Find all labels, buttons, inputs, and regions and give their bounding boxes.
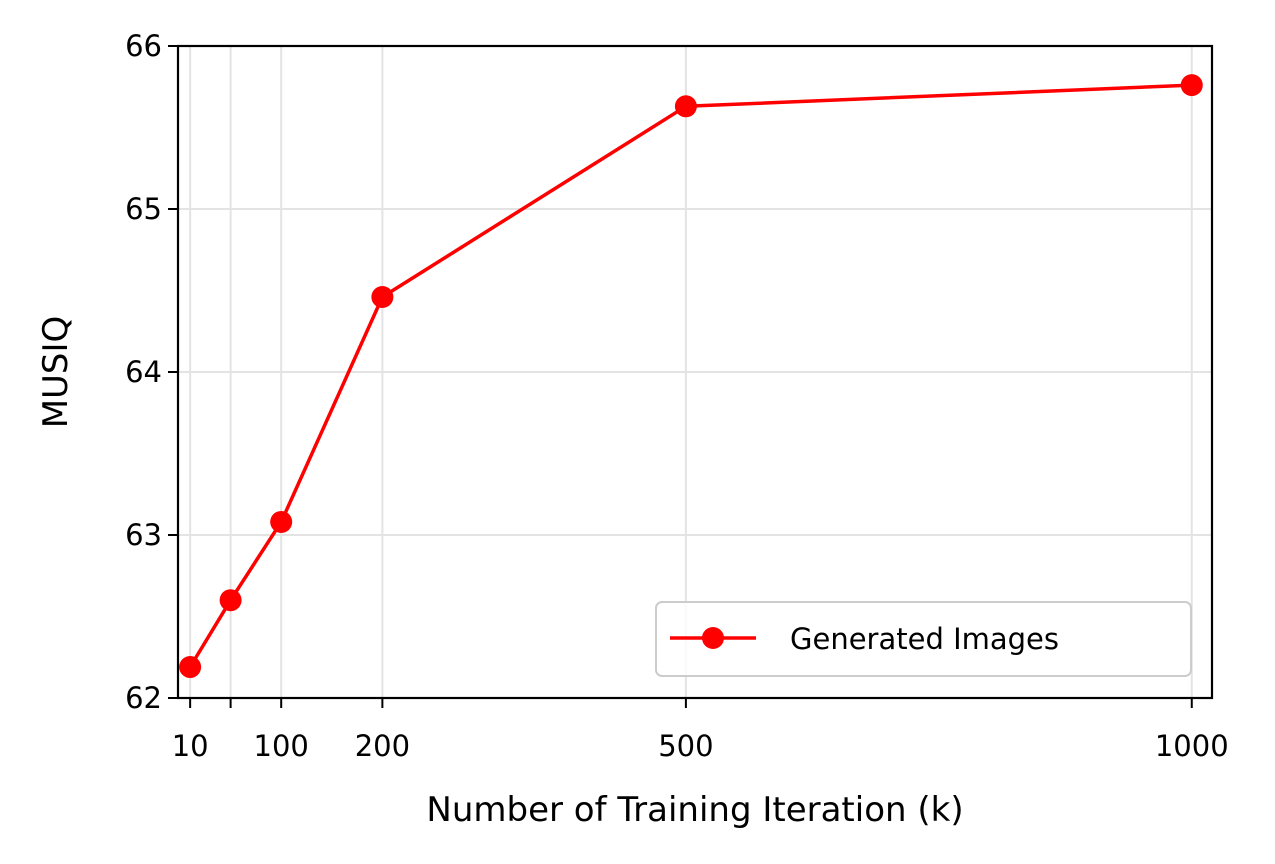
x-tick-label: 100: [254, 729, 309, 763]
grid: [178, 46, 1212, 698]
x-tick-label: 500: [658, 729, 713, 763]
data-point: [371, 286, 394, 309]
data-point: [179, 656, 202, 679]
x-axis-title: Number of Training Iteration (k): [426, 790, 963, 830]
y-tick-label: 66: [125, 29, 162, 63]
legend: Generated Images: [655, 601, 1192, 677]
legend-marker-swatch: [702, 627, 724, 649]
data-point: [219, 589, 242, 612]
y-tick-label: 62: [125, 681, 162, 715]
y-tick-label: 63: [125, 518, 162, 552]
y-tick-label: 65: [125, 192, 162, 226]
axis-ticks: 10 100 200 500 1000 62 63 64 65 66: [125, 29, 1229, 763]
y-tick-label: 64: [125, 355, 162, 389]
legend-box: [655, 601, 1192, 677]
data-point: [1180, 74, 1203, 97]
series: [179, 74, 1203, 679]
data-point: [674, 95, 697, 118]
plot-frame: [176, 44, 1214, 700]
x-tick-label: 200: [355, 729, 410, 763]
x-tick-label: 10: [172, 729, 209, 763]
y-axis-title: MUSIQ: [36, 316, 76, 429]
series-line: [188, 83, 1192, 668]
legend-label: Generated Images: [790, 622, 1059, 656]
data-point: [270, 510, 293, 533]
x-tick-label: 1000: [1155, 729, 1229, 763]
